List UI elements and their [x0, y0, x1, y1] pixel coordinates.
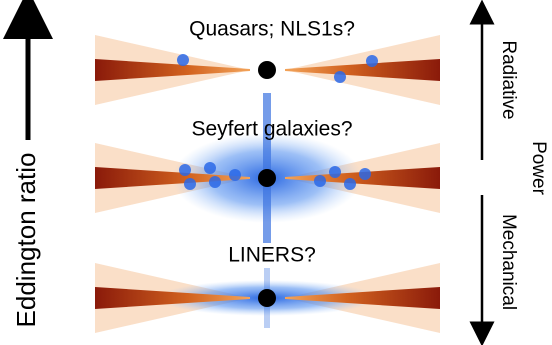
power-label: Power — [528, 141, 549, 196]
jet-panel: Seyfert galaxies? — [95, 93, 440, 243]
cloud — [329, 166, 341, 178]
cloud — [366, 55, 378, 67]
panel-label: Seyfert galaxies? — [191, 118, 352, 141]
cloud — [209, 176, 221, 188]
black-hole — [258, 61, 276, 79]
jet-panel: LINERS? — [95, 244, 440, 333]
mechanical-label: Mechanical — [498, 214, 519, 310]
diagram: Eddington ratio Radiative Power Mechanic… — [0, 0, 552, 345]
cloud — [359, 168, 371, 180]
black-hole — [258, 289, 276, 307]
cloud — [177, 54, 189, 66]
panel-label: LINERS? — [228, 244, 316, 267]
cloud — [179, 164, 191, 176]
cloud — [184, 178, 196, 190]
cloud — [229, 169, 241, 181]
cloud — [204, 162, 216, 174]
eddington-label: Eddington ratio — [11, 153, 41, 328]
jet-panel: Quasars; NLS1s? — [95, 18, 440, 105]
cloud — [344, 178, 356, 190]
cloud — [314, 175, 326, 187]
cloud — [334, 71, 346, 83]
black-hole — [258, 169, 276, 187]
blue-jet — [263, 93, 271, 243]
page: {"left_axis": {"label": "Eddington ratio… — [0, 0, 552, 345]
radiative-label: Radiative — [498, 40, 519, 119]
panel-label: Quasars; NLS1s? — [189, 18, 355, 41]
